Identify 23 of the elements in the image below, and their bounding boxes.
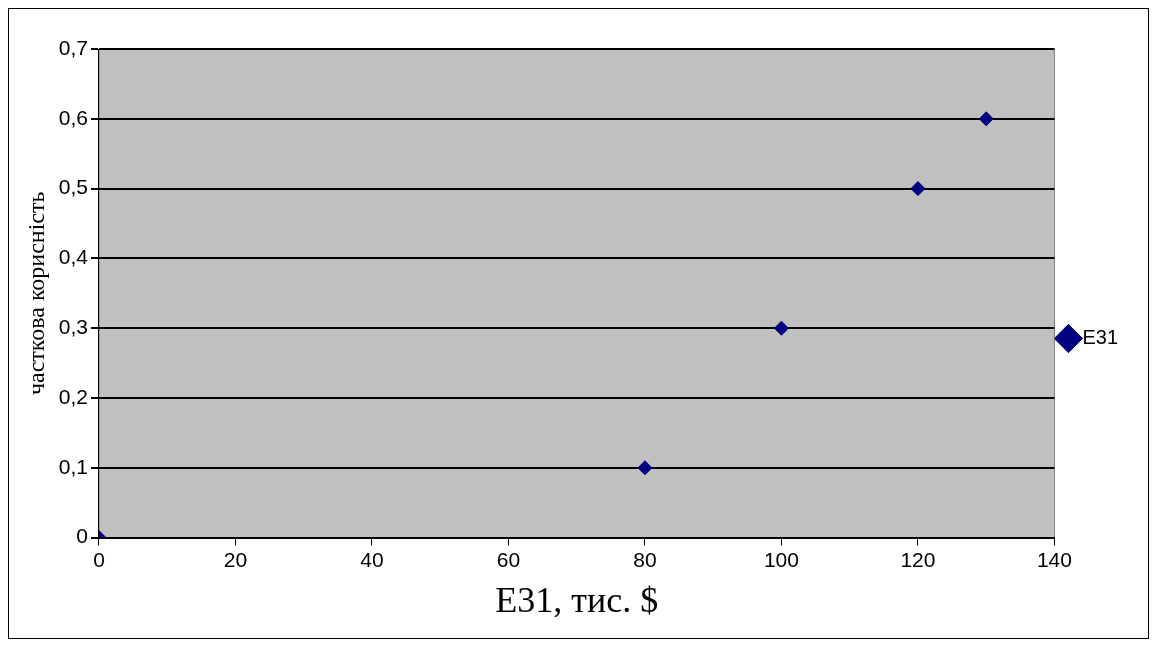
- x-tick-label: 120: [900, 548, 936, 571]
- x-tick-label: 60: [496, 548, 521, 571]
- y-tick-label: 0,4: [58, 245, 89, 269]
- y-tick-label: 0,2: [58, 384, 88, 408]
- y-tick-label: 0,6: [58, 105, 88, 129]
- point: [637, 460, 653, 476]
- y-tick-label: 0,1: [58, 454, 88, 478]
- y-tick-label: 0,3: [58, 315, 88, 338]
- y-tick-label: 0,7: [58, 35, 88, 59]
- x-tick-label: 140: [1036, 548, 1072, 571]
- y-axis-title: часткова корисність: [22, 191, 49, 396]
- y-tick-label: 0,5: [58, 175, 88, 199]
- x-axis-title: E31, тис. $: [495, 579, 659, 620]
- point: [910, 181, 926, 197]
- x-tick-label: 0: [93, 548, 105, 571]
- point: [773, 320, 789, 336]
- x-tick-label: 80: [633, 548, 657, 571]
- legend-label: E31: [1082, 326, 1119, 349]
- x-tick-label: 40: [360, 548, 384, 571]
- x-tick-label: 100: [763, 548, 799, 571]
- x-tick-label: 20: [223, 548, 248, 571]
- point: [978, 111, 994, 127]
- y-tick-label: 0: [76, 524, 88, 548]
